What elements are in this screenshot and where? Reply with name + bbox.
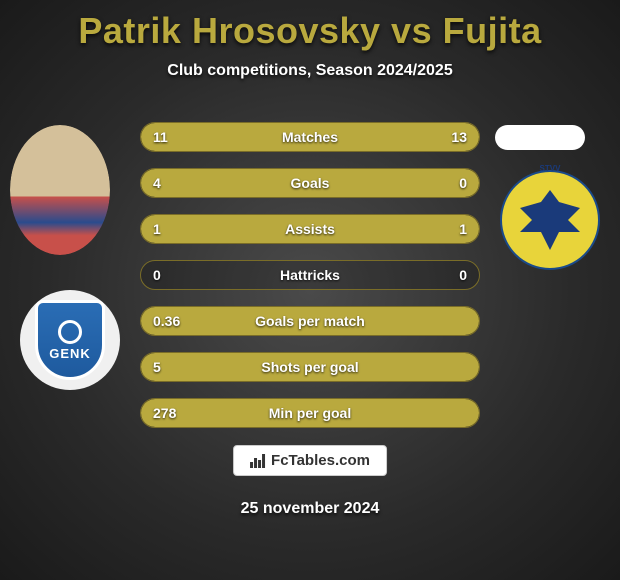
stvv-badge-inner <box>520 190 580 250</box>
stat-row: 0 Hattricks 0 <box>140 260 480 290</box>
fctables-label: FcTables.com <box>271 452 370 469</box>
club-logo-right: STVV <box>500 170 600 270</box>
stat-label: Goals <box>291 175 330 191</box>
stat-label: Shots per goal <box>261 359 358 375</box>
stat-value-right: 13 <box>451 129 467 145</box>
stvv-label: STVV <box>540 164 561 173</box>
stat-row: 1 Assists 1 <box>140 214 480 244</box>
stat-row: 5 Shots per goal <box>140 352 480 382</box>
stats-container: 11 Matches 13 4 Goals 0 1 Assists 1 0 Hattricks 0 0.… <box>140 122 480 444</box>
stat-fill-right <box>310 215 479 243</box>
stat-label: Matches <box>282 129 338 145</box>
stat-value-left: 0.36 <box>153 313 180 329</box>
player-left-avatar <box>10 125 110 255</box>
stat-value-left: 1 <box>153 221 161 237</box>
stat-label: Goals per match <box>255 313 365 329</box>
genk-label: GENK <box>49 346 91 361</box>
stat-value-right: 0 <box>459 267 467 283</box>
stat-label: Min per goal <box>269 405 351 421</box>
eagle-icon <box>520 190 580 250</box>
stat-value-right: 1 <box>459 221 467 237</box>
stat-value-right: 0 <box>459 175 467 191</box>
fctables-badge[interactable]: FcTables.com <box>233 445 387 476</box>
stat-label: Hattricks <box>280 267 340 283</box>
subtitle: Club competitions, Season 2024/2025 <box>0 62 620 80</box>
genk-shield-icon: GENK <box>35 300 105 380</box>
stat-value-left: 11 <box>153 129 168 145</box>
stat-value-left: 5 <box>153 359 161 375</box>
date-text: 25 november 2024 <box>241 500 380 518</box>
bar-chart-icon <box>250 454 265 468</box>
stat-row: 0.36 Goals per match <box>140 306 480 336</box>
genk-circle-icon <box>58 320 82 344</box>
club-logo-left: GENK <box>20 290 120 390</box>
stat-value-left: 4 <box>153 175 161 191</box>
stat-value-left: 278 <box>153 405 176 421</box>
stat-value-left: 0 <box>153 267 161 283</box>
stat-row: 278 Min per goal <box>140 398 480 428</box>
page-title: Patrik Hrosovsky vs Fujita <box>0 0 620 52</box>
stat-label: Assists <box>285 221 335 237</box>
stat-row: 11 Matches 13 <box>140 122 480 152</box>
player-right-avatar <box>495 125 585 150</box>
avatar-placeholder <box>10 125 110 255</box>
stat-row: 4 Goals 0 <box>140 168 480 198</box>
